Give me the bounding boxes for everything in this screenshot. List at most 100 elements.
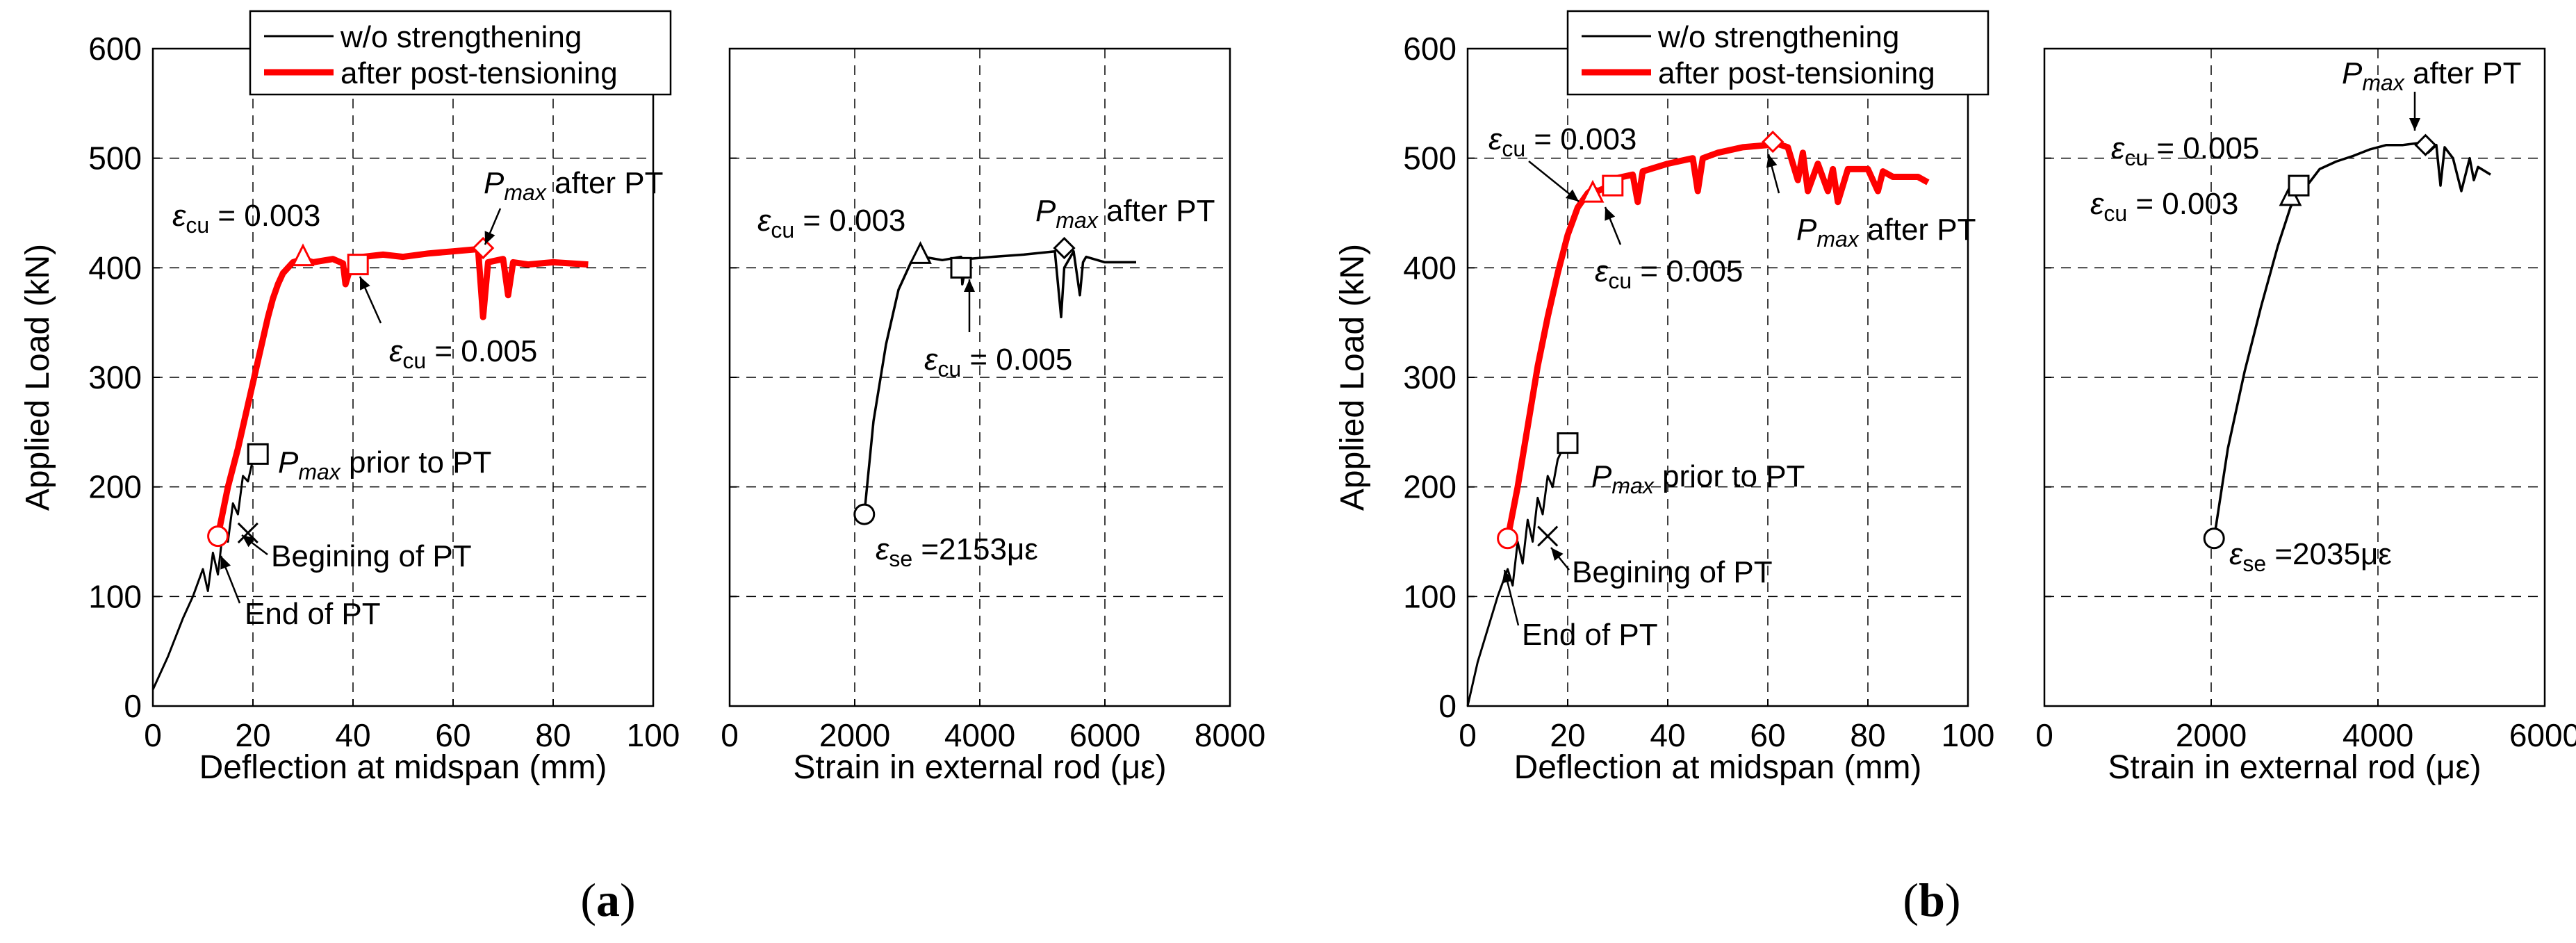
panel-a-right-xtick-label: 4000 [944, 717, 1015, 753]
panel-b-left-xlabel: Deflection at midspan (mm) [1514, 749, 1922, 786]
panel-a-ann-pmax-prior: Pmax prior to PT [278, 445, 491, 484]
panel-b-ann-ecu005: εcu = 0.005 [1595, 254, 1743, 293]
panel-b-right-ann-ecu003-symbol: ε [2090, 187, 2104, 221]
panel-b-ylabel: Applied Load (kN) [1334, 244, 1371, 511]
panel-a-label-paren: ( [580, 874, 596, 926]
panel-b-right-ann-pmax-after: Pmax after PT [2342, 56, 2522, 95]
panel-a-ann-ecu003-subscript: cu [186, 213, 209, 238]
panel-a-left-marker-circle [207, 525, 229, 548]
panel-a-right-xlabel: Strain in external rod (με) [793, 749, 1166, 786]
panel-b-left-ytick-label: 200 [1403, 469, 1457, 505]
panel-a-right-xtick-label: 8000 [1195, 717, 1265, 753]
panel-b-label: (b) [1903, 874, 1960, 926]
panel-a-right-ann-pmax-after-symbol: P [1035, 194, 1056, 228]
panel-b-left-xtick-label: 100 [1942, 717, 1995, 753]
panel-a-ann-beginning: Begining of PT [271, 539, 472, 573]
panel-a-legend-box [249, 10, 672, 96]
panel-a-ann-end: End of PT [245, 597, 381, 631]
panel-b-right-arrow-pmax-after-head [2409, 118, 2420, 131]
panel-b-label-letter: b [1919, 874, 1945, 926]
panel-a-left-series-post-tensioned [215, 246, 589, 537]
panel-b-ann-ecu003: εcu = 0.003 [1488, 122, 1636, 161]
panel-a-ann-ecu003-text: = 0.003 [209, 199, 320, 233]
panel-b-left-ytick-label: 100 [1403, 578, 1457, 614]
panel-b-right-ann-ecu005-text: = 0.005 [2148, 131, 2259, 165]
panel-b-left-marker-square [1557, 432, 1579, 454]
panel-a-right-ann-ecu003-text: = 0.003 [794, 204, 905, 238]
panel-a-ann-pmax-prior-subscript: max [298, 459, 341, 484]
panel-b-left-series-unstrengthened [1466, 442, 1569, 707]
panel-a-left-ytick-label: 600 [88, 31, 142, 67]
panel-a-right-ann-ecu005-text: = 0.005 [961, 343, 1072, 377]
panel-a-right-marker-diamond [1053, 236, 1076, 260]
panel-a-ann-ecu003-symbol: ε [172, 199, 186, 233]
panel-a-right-marker-square [950, 256, 972, 279]
panel-a-ann-ecu003: εcu = 0.003 [172, 199, 320, 238]
panel-a-left-marker-square [247, 443, 269, 465]
panel-a-label-paren: ) [620, 874, 636, 926]
panel-a-left-ytick-label: 300 [88, 359, 142, 395]
panel-b-ann-ecu003-subscript: cu [1502, 136, 1525, 161]
panel-a-left-ytick-label: 0 [124, 688, 142, 724]
panel-a-left-series-unstrengthened [151, 453, 259, 691]
panel-b-left-xtick-label: 20 [1550, 717, 1585, 753]
panel-a-right-xtick-label: 0 [721, 717, 739, 753]
panel-b-right-xtick-label: 4000 [2343, 717, 2413, 753]
panel-b-right-xlabel: Strain in external rod (με) [2108, 749, 2481, 786]
panel-a-right-ann-pmax-after-text: after PT [1098, 194, 1215, 228]
panel-b-arrow-end-head [1502, 570, 1513, 584]
panel-b-right-frame [2043, 47, 2546, 707]
panel-a-label-letter: a [596, 874, 620, 926]
panel-b-right-xtick-label: 0 [2035, 717, 2053, 753]
panel-b-label-paren: ( [1903, 874, 1919, 926]
panel-b-right-ann-ese-subscript: se [2242, 551, 2266, 576]
panel-a-left-ytick-label: 200 [88, 469, 142, 505]
panel-a-ann-ecu005-symbol: ε [389, 334, 403, 368]
panel-a-arrow-ecu005-head [360, 277, 370, 290]
panel-b-left-marker-square [1602, 174, 1624, 197]
panel-a-left-marker-triangle [291, 243, 315, 267]
panel-b-right-ann-pmax-after-subscript: max [2362, 70, 2404, 95]
panel-b-left-ytick-label: 300 [1403, 359, 1457, 395]
panel-b-left-series-post-tensioned [1504, 140, 1930, 539]
panel-a-right-ann-pmax-after: Pmax after PT [1035, 194, 1215, 233]
panel-a-right-ann-ese-text: =2153με [912, 532, 1038, 566]
panel-b-left-xtick-label: 40 [1650, 717, 1685, 753]
panel-b-arrow-ecu003-head [1565, 189, 1579, 202]
panel-b-arrow-ecu005-head [1605, 207, 1616, 221]
panel-a-right-ann-ese: εse =2153με [876, 532, 1038, 571]
panel-a-left-xtick-label: 60 [435, 717, 470, 753]
panel-b-right-marker-diamond [2414, 133, 2437, 156]
panel-a-left-xlabel: Deflection at midspan (mm) [199, 749, 607, 786]
panel-a-right-ann-ecu003: εcu = 0.003 [757, 204, 905, 243]
panel-a-left-xtick-label: 80 [535, 717, 571, 753]
panel-b-ann-pmax-prior-text: prior to PT [1654, 459, 1805, 493]
panel-b-left-ytick-label: 600 [1403, 31, 1457, 67]
panel-a-ann-pmax-after: Pmax after PT [484, 166, 664, 205]
panel-b-arrow-pmax-after-head [1766, 154, 1778, 168]
panel-a-right-marker-circle [853, 503, 876, 525]
panel-b-legend-box [1566, 10, 1990, 96]
panel-a-legend-label-0: w/o strengthening [340, 20, 582, 54]
panel-b-left-ytick-label: 0 [1438, 688, 1457, 724]
panel-b-ann-pmax-prior: Pmax prior to PT [1591, 459, 1805, 498]
panel-a-ann-pmax-after-subscript: max [504, 180, 546, 205]
panel-b-right-ann-ese-text: =2035με [2266, 537, 2392, 571]
panel-a-legend-label-1: after post-tensioning [341, 56, 618, 90]
panel-b-right-xtick-label: 6000 [2509, 717, 2576, 753]
panel-a-right-ann-ecu003-subscript: cu [771, 218, 794, 243]
panel-b-right-xtick-label: 2000 [2176, 717, 2247, 753]
panel-b-left-xtick-label: 60 [1750, 717, 1785, 753]
panel-b-right-ann-ecu005: εcu = 0.005 [2111, 131, 2259, 170]
panel-a-ylabel: Applied Load (kN) [19, 244, 56, 511]
panel-b-ann-pmax-prior-symbol: P [1591, 459, 1612, 493]
panel-a-left-marker-x-b [237, 522, 259, 543]
panel-a-right-ann-ecu003-symbol: ε [757, 204, 771, 238]
panel-a-left-ytick-label: 100 [88, 578, 142, 614]
panel-b-ann-pmax-after-symbol: P [1796, 213, 1817, 247]
panel-a-left-xtick-label: 40 [335, 717, 370, 753]
panel-a-left-xtick-label: 20 [235, 717, 270, 753]
panel-a-arrow-pmax-after-head [484, 231, 495, 245]
panel-a-right-ann-ese-symbol: ε [876, 532, 889, 566]
